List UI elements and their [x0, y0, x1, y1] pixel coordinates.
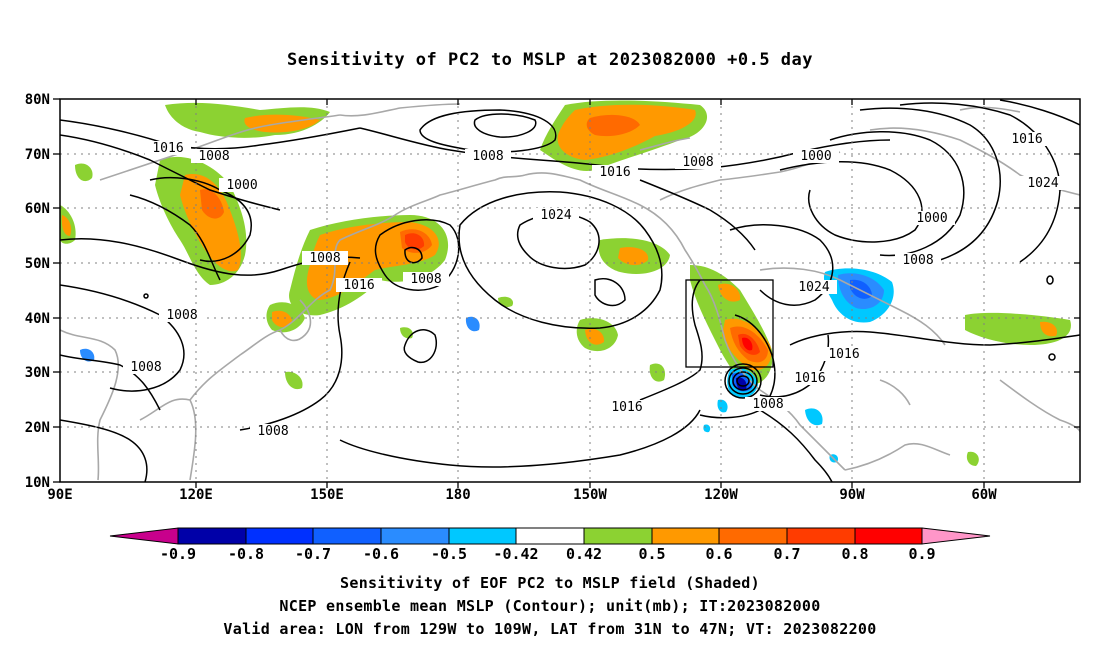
contour-label: 1008: [682, 155, 713, 170]
colorbar-bin: [854, 527, 923, 545]
contour-label: 1008: [410, 272, 441, 287]
contour-label: 1000: [916, 211, 947, 226]
contour-label: 1008: [902, 253, 933, 268]
lon-label: 90W: [839, 487, 865, 503]
lon-label: 90E: [47, 487, 72, 503]
coastlines: [60, 103, 1080, 481]
lat-label: 60N: [25, 201, 50, 217]
lon-label: 120W: [704, 487, 738, 503]
lon-labels: 90E 120E 150E 180 150W 120W 90W 60W: [47, 487, 997, 503]
lon-label: 150E: [310, 487, 344, 503]
colorbar-bin: [448, 527, 517, 545]
lon-label: 150W: [573, 487, 607, 503]
lat-label: 20N: [25, 420, 50, 436]
contour-label: 1024: [1027, 176, 1058, 191]
lat-label: 70N: [25, 147, 50, 163]
colorbar-bin: [786, 527, 856, 545]
colorbar-bin: [651, 527, 720, 545]
colorbar-bin: [583, 527, 653, 545]
colorbar-label: 0.42: [566, 545, 602, 563]
colorbar-bin: [380, 527, 450, 545]
contour-label: 1024: [798, 280, 829, 295]
contour-label: 1008: [472, 149, 503, 164]
contour-label: 1008: [752, 397, 783, 412]
colorbar-label: 0.7: [773, 545, 800, 563]
contour-label: 1016: [599, 165, 630, 180]
colorbar-bin: [718, 527, 788, 545]
lat-label: 50N: [25, 256, 50, 272]
contour-label: 1008: [198, 149, 229, 164]
contour-label: 1024: [540, 208, 571, 223]
colorbar-label: -0.5: [431, 545, 467, 563]
colorbar-label: 0.5: [638, 545, 665, 563]
colorbar-label: 0.9: [908, 545, 935, 563]
contour-label: 1008: [257, 424, 288, 439]
colorbar: [109, 527, 991, 545]
colorbar-label: -0.8: [228, 545, 264, 563]
contour-label: 1016: [611, 400, 642, 415]
tick-marks: [53, 98, 1080, 488]
contour-label: 1016: [152, 141, 183, 156]
colorbar-low-triangle: [109, 527, 179, 545]
colorbar-label: -0.6: [363, 545, 399, 563]
colorbar-label: -0.7: [295, 545, 331, 563]
colorbar-label: -0.42: [493, 545, 538, 563]
colorbar-label: 0.8: [841, 545, 868, 563]
colorbar-bin: [245, 527, 314, 545]
contour-label: 1008: [309, 251, 340, 266]
lat-label: 80N: [25, 92, 50, 108]
contour-label: 1008: [130, 360, 161, 375]
colorbar-label: 0.6: [705, 545, 732, 563]
colorbar-labels: -0.9 -0.8 -0.7 -0.6 -0.5 -0.42 0.42 0.5 …: [160, 545, 936, 563]
lat-label: 10N: [25, 475, 50, 491]
contour-label: 1016: [1011, 132, 1042, 147]
valid-area-box: [685, 279, 774, 368]
lat-labels: 80N 70N 60N 50N 40N 30N 20N 10N: [25, 92, 50, 491]
contour-label: 1016: [828, 347, 859, 362]
lat-label: 40N: [25, 311, 50, 327]
colorbar-bin: [515, 527, 585, 545]
lon-label: 180: [445, 487, 470, 503]
contour-labels: 1016 1008 1000 1008 1016 1024 1008 1000 …: [123, 132, 1066, 439]
colorbar-bin: [177, 527, 247, 545]
contour-label: 1016: [794, 371, 825, 386]
lat-label: 30N: [25, 365, 50, 381]
mslp-contours: [60, 99, 1080, 482]
colorbar-bin: [312, 527, 382, 545]
colorbar-label: -0.9: [160, 545, 196, 563]
contour-label: 1016: [343, 278, 374, 293]
caption-line-3: Valid area: LON from 129W to 109W, LAT f…: [223, 620, 877, 638]
caption-line-2: NCEP ensemble mean MSLP (Contour); unit(…: [279, 597, 821, 615]
colorbar-high-triangle: [921, 527, 991, 545]
map-frame: [59, 98, 1081, 483]
contour-label: 1008: [166, 308, 197, 323]
lon-label: 120E: [179, 487, 213, 503]
contour-label: 1000: [800, 149, 831, 164]
caption-line-1: Sensitivity of EOF PC2 to MSLP field (Sh…: [340, 574, 760, 592]
lon-label: 60W: [971, 487, 997, 503]
map-title: Sensitivity of PC2 to MSLP at 2023082000…: [286, 50, 813, 70]
contour-label: 1000: [226, 178, 257, 193]
